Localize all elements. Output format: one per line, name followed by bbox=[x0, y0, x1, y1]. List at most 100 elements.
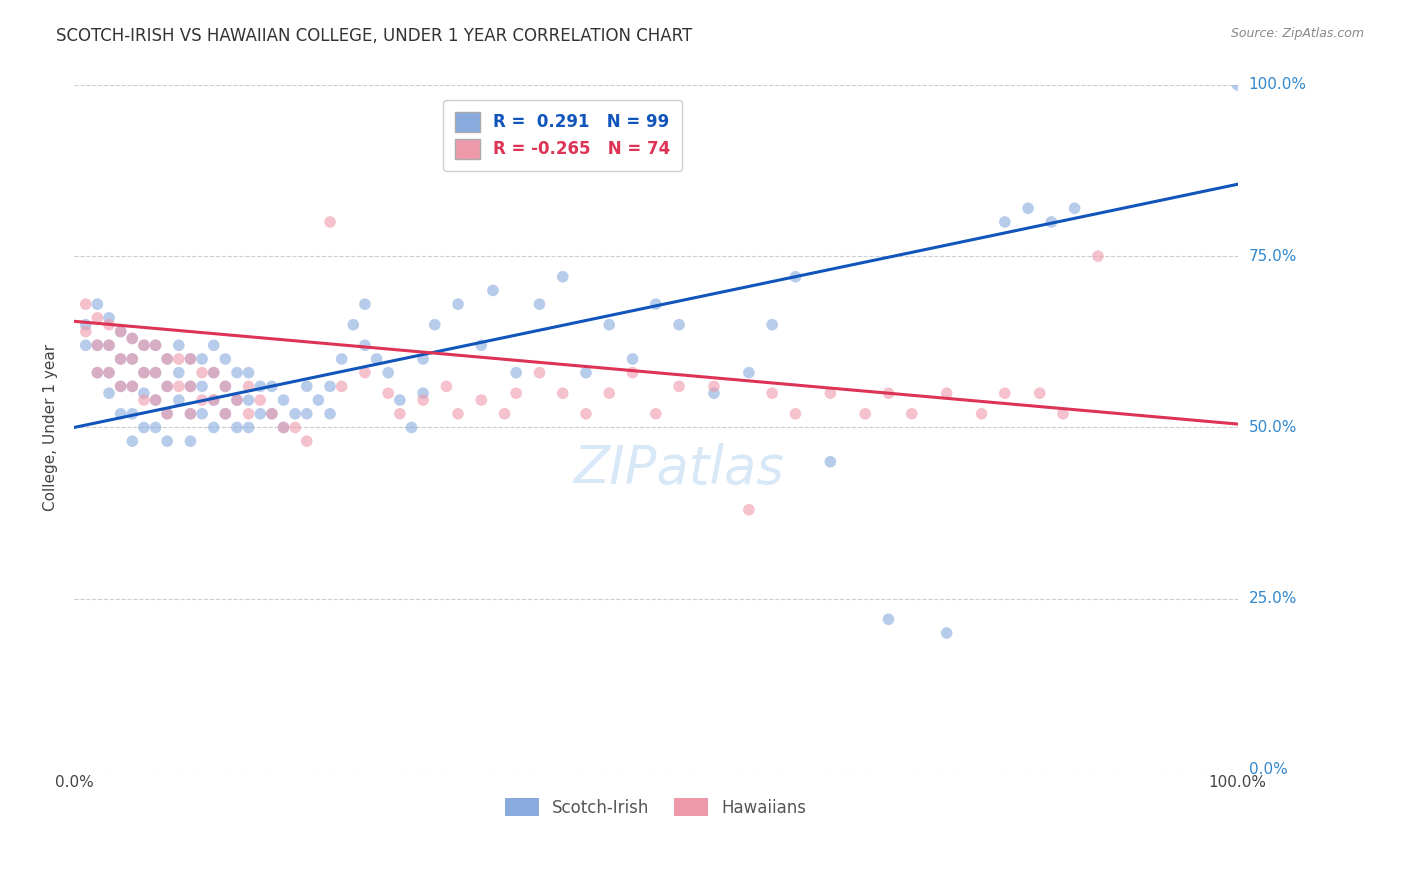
Y-axis label: College, Under 1 year: College, Under 1 year bbox=[44, 344, 58, 511]
Point bbox=[121, 407, 143, 421]
Point bbox=[132, 420, 155, 434]
Point bbox=[505, 386, 527, 401]
Point bbox=[260, 407, 283, 421]
Point bbox=[121, 351, 143, 366]
Point bbox=[132, 338, 155, 352]
Point bbox=[167, 393, 190, 408]
Point bbox=[191, 351, 214, 366]
Point bbox=[470, 393, 492, 408]
Point bbox=[110, 325, 132, 339]
Point bbox=[785, 407, 807, 421]
Point bbox=[994, 215, 1017, 229]
Point bbox=[284, 407, 307, 421]
Point bbox=[238, 393, 260, 408]
Point bbox=[167, 366, 190, 380]
Point bbox=[86, 310, 108, 325]
Point bbox=[226, 366, 249, 380]
Point bbox=[319, 215, 342, 229]
Point bbox=[447, 297, 470, 311]
Point bbox=[86, 338, 108, 352]
Point bbox=[529, 297, 551, 311]
Text: SCOTCH-IRISH VS HAWAIIAN COLLEGE, UNDER 1 YEAR CORRELATION CHART: SCOTCH-IRISH VS HAWAIIAN COLLEGE, UNDER … bbox=[56, 27, 693, 45]
Point bbox=[110, 351, 132, 366]
Point bbox=[214, 379, 236, 393]
Point bbox=[1063, 201, 1085, 215]
Point bbox=[249, 407, 271, 421]
Point bbox=[785, 269, 807, 284]
Point bbox=[354, 297, 377, 311]
Point bbox=[354, 366, 377, 380]
Point bbox=[156, 379, 179, 393]
Point bbox=[529, 366, 551, 380]
Point bbox=[202, 393, 225, 408]
Text: 0.0%: 0.0% bbox=[1249, 763, 1288, 778]
Legend: Scotch-Irish, Hawaiians: Scotch-Irish, Hawaiians bbox=[499, 792, 813, 823]
Point bbox=[434, 379, 457, 393]
Point bbox=[342, 318, 364, 332]
Point bbox=[820, 455, 842, 469]
Point bbox=[900, 407, 922, 421]
Point bbox=[1040, 215, 1063, 229]
Point bbox=[145, 366, 167, 380]
Point bbox=[121, 331, 143, 345]
Point bbox=[132, 366, 155, 380]
Point bbox=[330, 351, 353, 366]
Text: 50.0%: 50.0% bbox=[1249, 420, 1296, 435]
Point bbox=[156, 379, 179, 393]
Point bbox=[1087, 249, 1109, 263]
Point bbox=[156, 351, 179, 366]
Point bbox=[738, 366, 761, 380]
Point bbox=[295, 407, 318, 421]
Point bbox=[191, 407, 214, 421]
Point bbox=[388, 393, 411, 408]
Point bbox=[877, 612, 900, 626]
Point bbox=[145, 366, 167, 380]
Point bbox=[412, 351, 434, 366]
Point bbox=[202, 366, 225, 380]
Point bbox=[121, 434, 143, 449]
Point bbox=[377, 366, 399, 380]
Text: 75.0%: 75.0% bbox=[1249, 249, 1296, 264]
Point bbox=[388, 407, 411, 421]
Point bbox=[214, 351, 236, 366]
Point bbox=[935, 626, 957, 640]
Point bbox=[307, 393, 329, 408]
Point bbox=[703, 386, 725, 401]
Point bbox=[761, 318, 783, 332]
Point bbox=[145, 420, 167, 434]
Point bbox=[145, 338, 167, 352]
Point bbox=[110, 325, 132, 339]
Point bbox=[132, 393, 155, 408]
Point bbox=[505, 366, 527, 380]
Point bbox=[853, 407, 876, 421]
Point bbox=[202, 338, 225, 352]
Point bbox=[98, 310, 121, 325]
Point bbox=[179, 351, 201, 366]
Point bbox=[121, 379, 143, 393]
Point bbox=[191, 366, 214, 380]
Point bbox=[935, 386, 957, 401]
Point bbox=[86, 366, 108, 380]
Point bbox=[1052, 407, 1074, 421]
Point bbox=[86, 338, 108, 352]
Point bbox=[644, 407, 666, 421]
Point bbox=[179, 379, 201, 393]
Point bbox=[75, 338, 97, 352]
Point bbox=[86, 297, 108, 311]
Point bbox=[551, 269, 574, 284]
Point bbox=[132, 338, 155, 352]
Point bbox=[179, 407, 201, 421]
Point bbox=[970, 407, 993, 421]
Point bbox=[226, 420, 249, 434]
Point bbox=[273, 420, 295, 434]
Point bbox=[202, 393, 225, 408]
Point bbox=[226, 393, 249, 408]
Text: ZIPatlas: ZIPatlas bbox=[574, 442, 785, 494]
Point bbox=[214, 379, 236, 393]
Point bbox=[668, 379, 690, 393]
Point bbox=[110, 407, 132, 421]
Point bbox=[249, 379, 271, 393]
Point bbox=[319, 379, 342, 393]
Point bbox=[156, 434, 179, 449]
Point bbox=[238, 407, 260, 421]
